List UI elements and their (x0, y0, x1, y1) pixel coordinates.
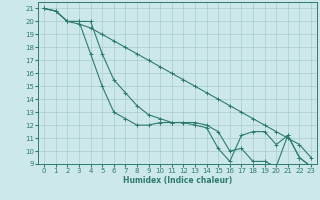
X-axis label: Humidex (Indice chaleur): Humidex (Indice chaleur) (123, 176, 232, 185)
